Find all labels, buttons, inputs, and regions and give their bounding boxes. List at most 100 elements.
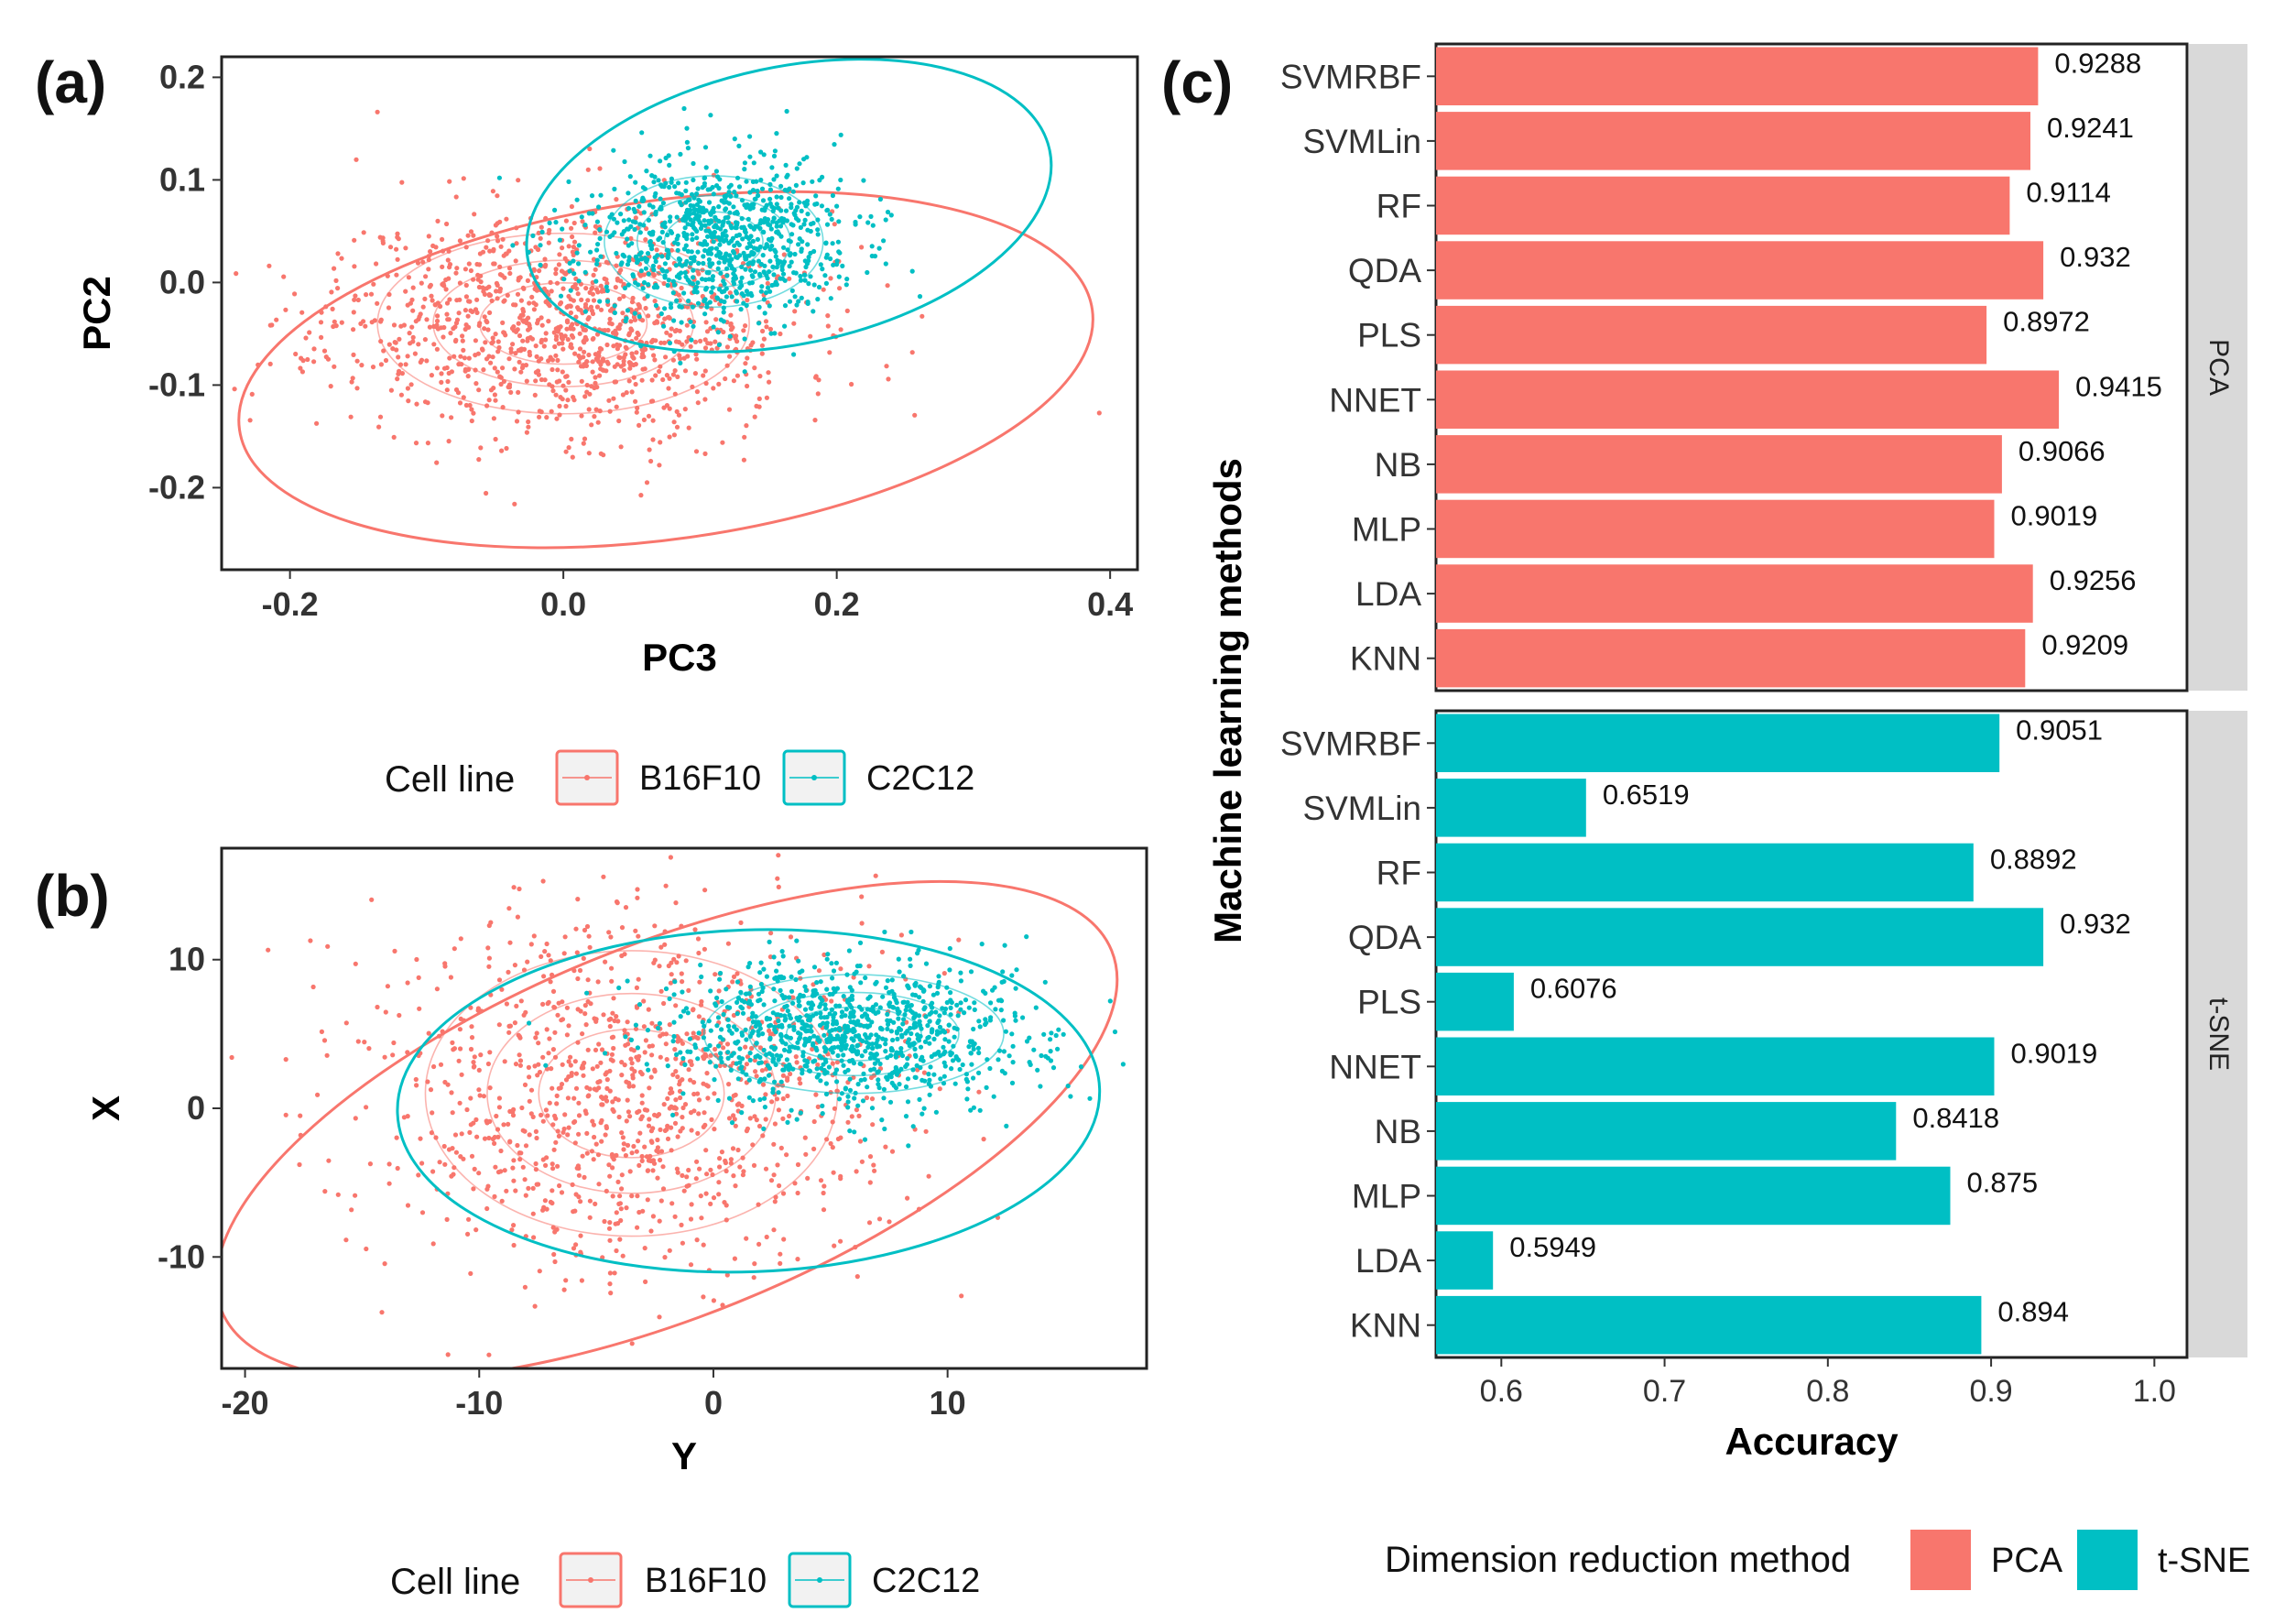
data-point bbox=[750, 274, 756, 279]
data-point bbox=[427, 284, 432, 289]
data-point bbox=[927, 984, 933, 989]
data-point bbox=[523, 1193, 528, 1198]
data-point bbox=[281, 274, 287, 279]
data-point bbox=[793, 1054, 799, 1060]
data-point bbox=[557, 403, 562, 409]
data-point bbox=[552, 1229, 558, 1235]
data-point bbox=[874, 979, 879, 985]
data-point bbox=[328, 384, 333, 389]
data-point bbox=[767, 939, 772, 944]
data-point bbox=[743, 1027, 748, 1032]
data-point bbox=[890, 1037, 896, 1043]
data-point bbox=[484, 490, 489, 496]
data-point bbox=[731, 271, 736, 277]
data-point bbox=[620, 1253, 626, 1259]
data-point bbox=[956, 1057, 962, 1063]
data-point bbox=[866, 1023, 872, 1029]
category-label: QDA bbox=[1348, 919, 1422, 956]
data-point bbox=[823, 240, 829, 245]
data-point bbox=[469, 1153, 475, 1159]
data-point bbox=[511, 1223, 517, 1228]
data-point bbox=[484, 320, 490, 325]
data-point bbox=[822, 1002, 828, 1008]
data-point bbox=[708, 113, 713, 118]
data-point bbox=[569, 225, 574, 231]
data-point bbox=[410, 339, 416, 344]
data-point bbox=[927, 1077, 932, 1083]
data-point bbox=[453, 1150, 459, 1155]
data-point bbox=[832, 222, 837, 227]
data-point bbox=[636, 1139, 641, 1144]
data-point bbox=[691, 1091, 697, 1097]
data-point bbox=[749, 1014, 755, 1019]
data-point bbox=[695, 1130, 701, 1136]
data-point bbox=[1048, 1037, 1053, 1042]
data-point bbox=[1087, 1095, 1093, 1101]
data-point bbox=[530, 1185, 536, 1191]
data-point bbox=[669, 1125, 674, 1130]
data-point bbox=[735, 1102, 741, 1107]
data-point bbox=[452, 1132, 459, 1138]
data-point bbox=[395, 376, 400, 382]
data-point bbox=[543, 337, 549, 343]
data-point bbox=[435, 218, 441, 223]
data-point bbox=[539, 322, 545, 328]
data-point bbox=[884, 364, 889, 369]
data-point bbox=[662, 306, 668, 311]
data-point bbox=[756, 991, 762, 997]
data-point bbox=[623, 1034, 628, 1040]
data-point bbox=[1041, 1031, 1047, 1037]
data-point bbox=[517, 886, 522, 892]
data-point bbox=[490, 189, 496, 194]
data-point bbox=[593, 407, 599, 412]
data-point bbox=[585, 298, 591, 303]
category-label: NNET bbox=[1329, 381, 1421, 419]
data-point bbox=[412, 351, 418, 356]
data-point bbox=[533, 1161, 539, 1167]
data-point bbox=[571, 1119, 577, 1125]
data-point bbox=[921, 1106, 927, 1111]
bar-value-label: 0.9066 bbox=[2019, 435, 2106, 467]
data-point bbox=[550, 1085, 555, 1091]
data-point bbox=[760, 328, 766, 334]
data-point bbox=[937, 1086, 942, 1092]
data-point bbox=[572, 351, 578, 356]
data-point bbox=[533, 343, 539, 349]
data-point bbox=[633, 215, 638, 221]
data-point bbox=[713, 317, 719, 322]
data-point bbox=[588, 304, 594, 310]
data-point bbox=[742, 160, 748, 166]
data-point bbox=[664, 403, 670, 409]
category-label: SVMLin bbox=[1302, 790, 1421, 827]
data-point bbox=[747, 1116, 753, 1121]
data-point bbox=[626, 331, 633, 336]
data-point bbox=[766, 1073, 772, 1078]
data-point bbox=[735, 1147, 741, 1153]
data-point bbox=[490, 354, 495, 360]
data-point bbox=[574, 250, 580, 256]
data-point bbox=[539, 1112, 544, 1117]
data-point bbox=[739, 997, 745, 1003]
data-point bbox=[927, 1011, 932, 1017]
data-point bbox=[586, 451, 592, 456]
data-point bbox=[764, 1015, 770, 1021]
data-point bbox=[795, 1257, 800, 1262]
data-point bbox=[594, 257, 600, 263]
data-point bbox=[743, 267, 748, 272]
data-point bbox=[615, 1179, 621, 1184]
data-point bbox=[827, 1011, 832, 1017]
data-point bbox=[566, 244, 571, 249]
data-point bbox=[830, 192, 836, 199]
data-point bbox=[620, 252, 626, 257]
data-point bbox=[716, 381, 722, 387]
data-point bbox=[622, 158, 627, 165]
bar-pca-knn bbox=[1436, 628, 2026, 688]
data-point bbox=[700, 1019, 705, 1025]
panel-a-legend-title: Cell line bbox=[385, 759, 515, 800]
facet-pca-bars: 0.9288SVMRBF0.9241SVMLin0.9114RF0.932QDA… bbox=[1280, 47, 2162, 688]
data-point bbox=[815, 391, 821, 397]
data-point bbox=[514, 241, 519, 246]
data-point bbox=[619, 1186, 625, 1192]
data-point bbox=[571, 239, 578, 245]
data-point bbox=[593, 1019, 599, 1024]
